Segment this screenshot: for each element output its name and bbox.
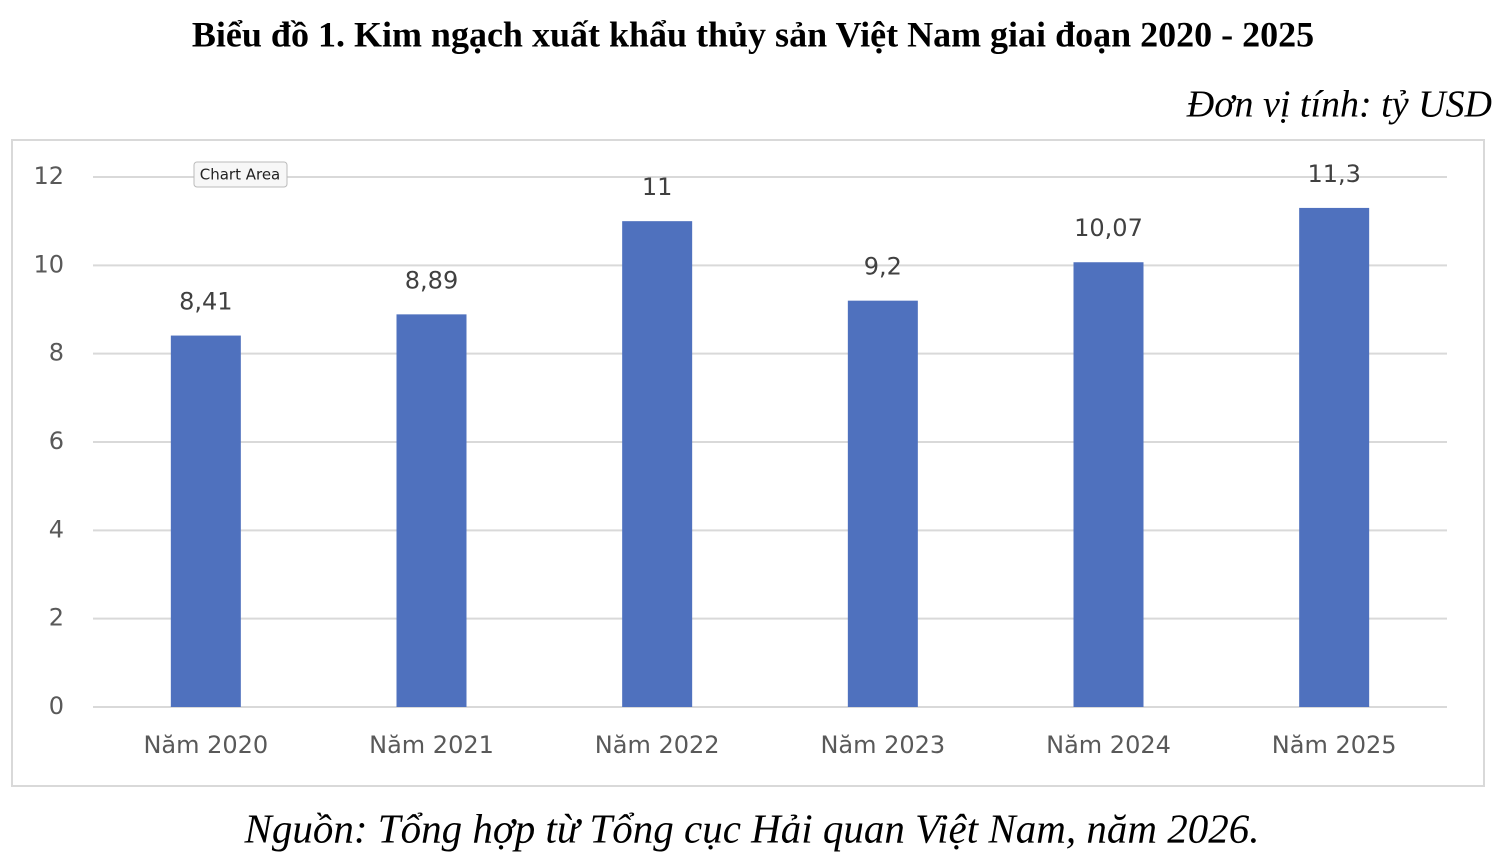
value-label: 11,3 [1307, 160, 1360, 188]
y-tick-label: 10 [33, 250, 64, 278]
y-tick-label: 4 [49, 515, 64, 543]
y-tick-label: 8 [49, 339, 64, 367]
unit-label: Đơn vị tính: tỷ USD [1186, 84, 1492, 126]
y-tick-label: 12 [33, 162, 64, 190]
bar [1299, 207, 1370, 707]
value-label: 8,89 [405, 266, 458, 294]
value-label: 10,07 [1074, 214, 1143, 242]
chart-area [11, 139, 1485, 787]
chart-title: Biểu đồ 1. Kim ngạch xuất khẩu thủy sản … [192, 14, 1314, 54]
value-label: 8,41 [179, 288, 232, 316]
x-tick-label: Năm 2024 [1046, 731, 1171, 759]
bar [622, 221, 693, 707]
bar [847, 300, 918, 707]
bar [1073, 262, 1144, 707]
tooltip: Chart Area [200, 166, 281, 184]
tooltip-box [193, 161, 288, 188]
value-label: 11 [642, 173, 673, 201]
y-tick-label: 0 [49, 692, 64, 720]
bar [396, 314, 467, 707]
x-tick-label: Năm 2020 [143, 731, 268, 759]
y-tick-label: 6 [49, 427, 64, 455]
value-label: 9,2 [864, 253, 902, 281]
x-tick-label: Năm 2022 [595, 731, 720, 759]
x-tick-label: Năm 2023 [820, 731, 945, 759]
x-tick-label: Năm 2025 [1272, 731, 1397, 759]
bar [170, 335, 241, 707]
source-note: Nguồn: Tổng hợp từ Tổng cục Hải quan Việ… [244, 805, 1260, 851]
y-tick-label: 2 [49, 604, 64, 632]
x-tick-label: Năm 2021 [369, 731, 494, 759]
